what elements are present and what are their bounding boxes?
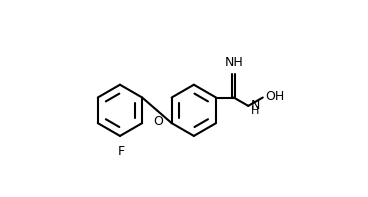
Text: N: N xyxy=(251,99,260,112)
Text: OH: OH xyxy=(265,90,284,103)
Text: O: O xyxy=(153,115,163,128)
Text: NH: NH xyxy=(224,56,243,69)
Text: F: F xyxy=(117,145,124,158)
Text: H: H xyxy=(251,106,259,116)
